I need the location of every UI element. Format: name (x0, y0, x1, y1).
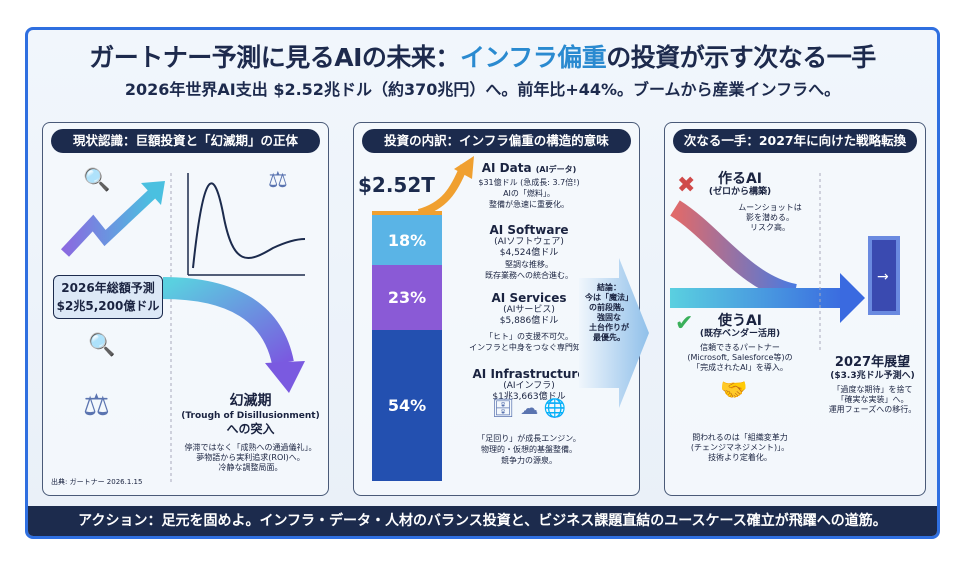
item-ai-data: AI Data (AIデータ) $31億ドル (急成長: 3.7倍!) AIの「… (478, 161, 580, 209)
bar-segment-ai-infrastructure: 54% (372, 329, 442, 481)
bar-segment-ai-data (372, 211, 442, 215)
build-ai-title: 作るAI (717, 171, 763, 187)
outlook-desc: 「過度な期待」を捨て 「確実な実装」へ。 運用フェーズへの移行。 (828, 385, 917, 414)
item-ai-software: AI Software (AIソフトウェア) $4,524億ドル 堅調な推移。 既存… (485, 223, 573, 280)
page-title: ガートナー予測に見るAIの未来：インフラ偏重の投資が示す次なる一手 (89, 43, 876, 72)
use-ai-desc: 信頼できるパートナー (Microsoft, Salesforce等)の 「完成され… (687, 343, 793, 372)
outlook-title: 2027年展望 (834, 355, 911, 370)
strategy-path-illustration: → (670, 173, 900, 353)
stacked-bar: 18% 23% 54% (372, 211, 442, 481)
conclusion-text: 結論： 今は「魔法」 の前段階。 強固な 土台作りが 最優先。 (585, 283, 633, 342)
outlook-sub: ($3.3兆ドル予測へ) (830, 371, 915, 381)
scales-icon: ⚖ (268, 168, 288, 193)
item-ai-services: AI Services (AIサービス) $5,886億ドル 「ヒト」の支援不可欠… (469, 291, 589, 352)
scales-icon: ⚖ (83, 388, 110, 423)
x-icon: ✖ (677, 173, 696, 198)
bar-segment-ai-software: 18% (372, 215, 442, 266)
conclusion-arrow (579, 258, 649, 408)
magnifier-dollar-icon: 🔍 (83, 168, 111, 193)
forecast-box: 2026年総額予測 $2兆5,200億ドル (53, 275, 163, 319)
trough-title: 幻滅期 (229, 393, 272, 409)
source-note: 出典: ガートナー 2026.1.15 (51, 478, 143, 486)
panel-next-move: 次なる一手：2027年に向けた戦略転換 → ✖ 作るAI (ゼロから構築) ムー… (664, 122, 926, 496)
panel-header: 投資の内訳：インフラ偏重の構造的意味 (362, 129, 631, 153)
server-cloud-network-icons: 🗄 ☁ 🌐 (491, 398, 567, 419)
change-desc: 問われるのは「組織変革力 (チェンジマネジメント)」。 技術より定着化。 (690, 433, 790, 462)
handshake-icon: 🤝 (720, 378, 748, 403)
bar-segment-ai-services: 23% (372, 265, 442, 330)
decline-arrow (162, 277, 294, 366)
check-icon: ✔ (675, 311, 694, 336)
infographic: ガートナー予測に見るAIの未来：インフラ偏重の投資が示す次なる一手 2026年世… (25, 27, 940, 539)
panel-header: 次なる一手：2027年に向けた戦略転換 (673, 129, 917, 153)
total-value: $2.52T (358, 173, 435, 197)
svg-text:→: → (877, 269, 889, 285)
hype-curve (192, 182, 306, 269)
panel-current-state: 現状認識：巨額投資と「幻滅期」の正体 🔍 ⚖ 🔍 ⚖ 2026年総額予測 $2兆… (42, 122, 329, 496)
trough-en: (Trough of Disillusionment) (181, 411, 320, 421)
use-ai-title: 使うAI (717, 313, 763, 329)
item-ai-infrastructure: AI Infrastructure (AIインフラ) $1兆3,663億ドル 🗄 … (454, 367, 604, 466)
door-icon (868, 236, 900, 315)
growth-arrow-icon (60, 188, 157, 257)
use-ai-sub: (既存ベンダー活用) (699, 329, 781, 339)
magnifier-dollar-icon: 🔍 (88, 333, 116, 358)
build-ai-sub: (ゼロから構築) (708, 187, 772, 197)
forecast-value: $2兆5,200億ドル (56, 299, 160, 313)
forecast-label: 2026年総額予測 (61, 281, 155, 295)
growth-arrow-icon (417, 156, 474, 217)
build-ai-desc: ムーンショットは 影を潜める。 リスク高。 (738, 203, 802, 232)
panel-header: 現状認識：巨額投資と「幻滅期」の正体 (51, 129, 320, 153)
trough-sub: への突入 (226, 422, 275, 436)
trough-desc: 停滞ではなく「成熟への通過儀礼」。 夢物語から実利追求(ROI)へ。 冷静な調整局面… (184, 443, 317, 472)
hype-cycle-illustration (60, 173, 306, 483)
subtitle: 2026年世界AI支出 $2.52兆ドル（約370兆円）へ。前年比+44%。ブー… (124, 80, 841, 99)
panel-breakdown: 投資の内訳：インフラ偏重の構造的意味 $2.52T 18% 23% 54% AI… (353, 122, 649, 496)
action-banner: アクション：足元を固めよ。インフラ・データ・人材のバランス投資と、ビジネス課題直… (28, 506, 937, 536)
